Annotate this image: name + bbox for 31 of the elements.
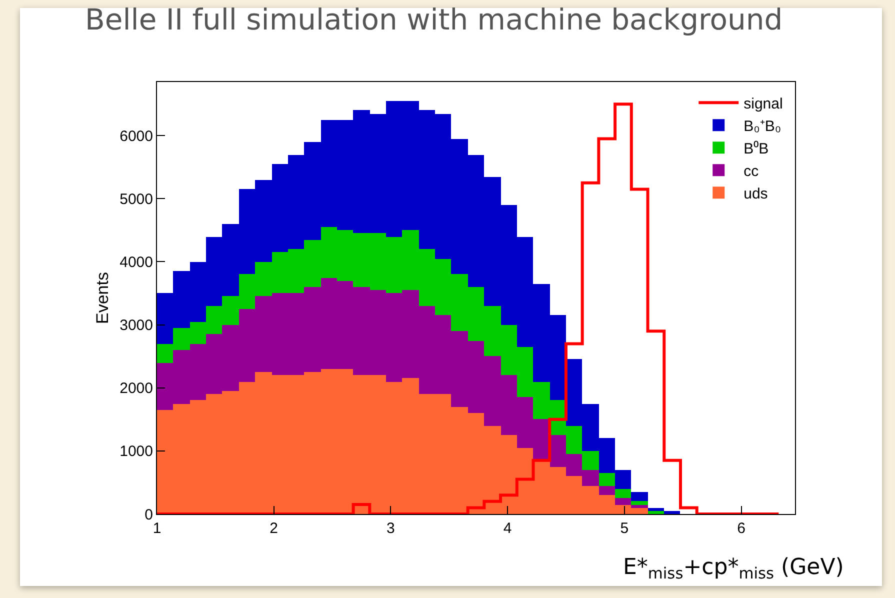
x-tick-label: 2 (270, 520, 278, 537)
y-tick-label: 2000 (120, 380, 153, 398)
x-tick-label: 1 (152, 520, 162, 537)
legend-label: uds (744, 185, 768, 202)
y-tick-label: 6000 (120, 128, 153, 145)
x-tick-label: 4 (503, 520, 512, 537)
bar (648, 511, 664, 514)
y-tick-label: 5000 (120, 190, 153, 208)
y-axis-title: Events (93, 272, 112, 324)
bar (615, 498, 631, 505)
legend-label: B₀⁺B₀ (744, 118, 782, 135)
x-tick-label: 6 (737, 520, 746, 537)
y-tick-label: 4000 (120, 254, 153, 271)
bar (648, 508, 664, 511)
bar (615, 489, 631, 498)
legend-label: cc (744, 162, 760, 180)
legend-label: B⁰B (744, 140, 769, 158)
chart-title: Belle II full simulation with machine background (85, 2, 783, 36)
bar (599, 486, 615, 495)
y-tick-label: 1000 (120, 443, 153, 460)
y-tick-label: 0 (144, 506, 153, 524)
x-axis-title: E*$_{miss}$+cp*$_{miss}$ (GeV) (623, 555, 844, 583)
x-tick-label: 3 (386, 520, 395, 537)
x-tick-label: 5 (620, 520, 629, 537)
bar (631, 505, 648, 508)
bar (599, 473, 615, 486)
y-tick-label: 3000 (120, 317, 153, 334)
legend-label: signal (744, 95, 783, 112)
bar (664, 511, 680, 514)
bar (631, 492, 648, 501)
bar (631, 501, 648, 505)
